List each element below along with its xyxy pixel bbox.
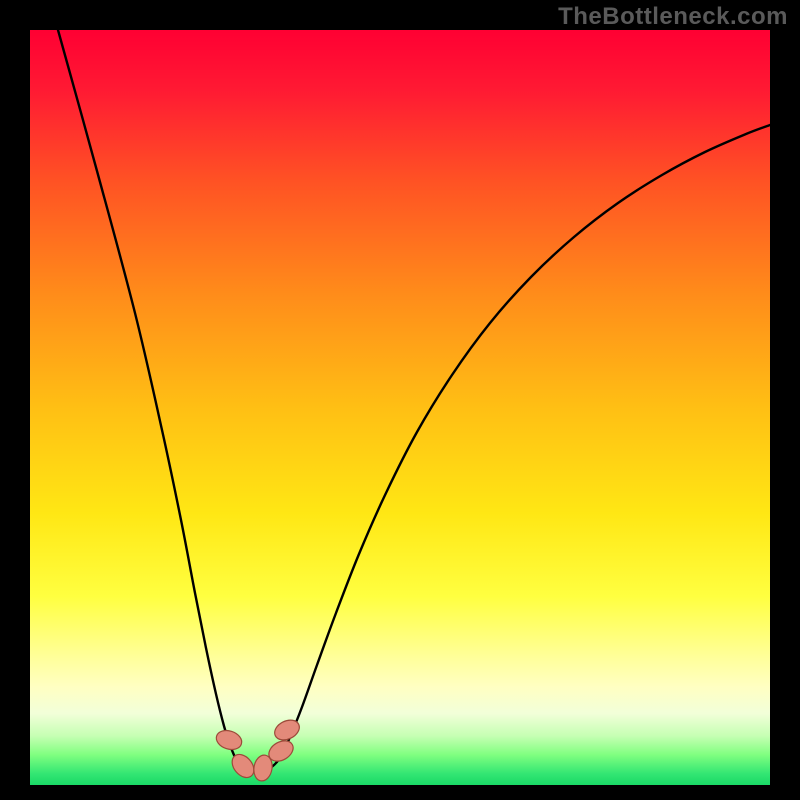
gradient-plot-area — [30, 30, 770, 785]
bottleneck-chart — [0, 0, 800, 800]
watermark-text: TheBottleneck.com — [558, 3, 788, 31]
